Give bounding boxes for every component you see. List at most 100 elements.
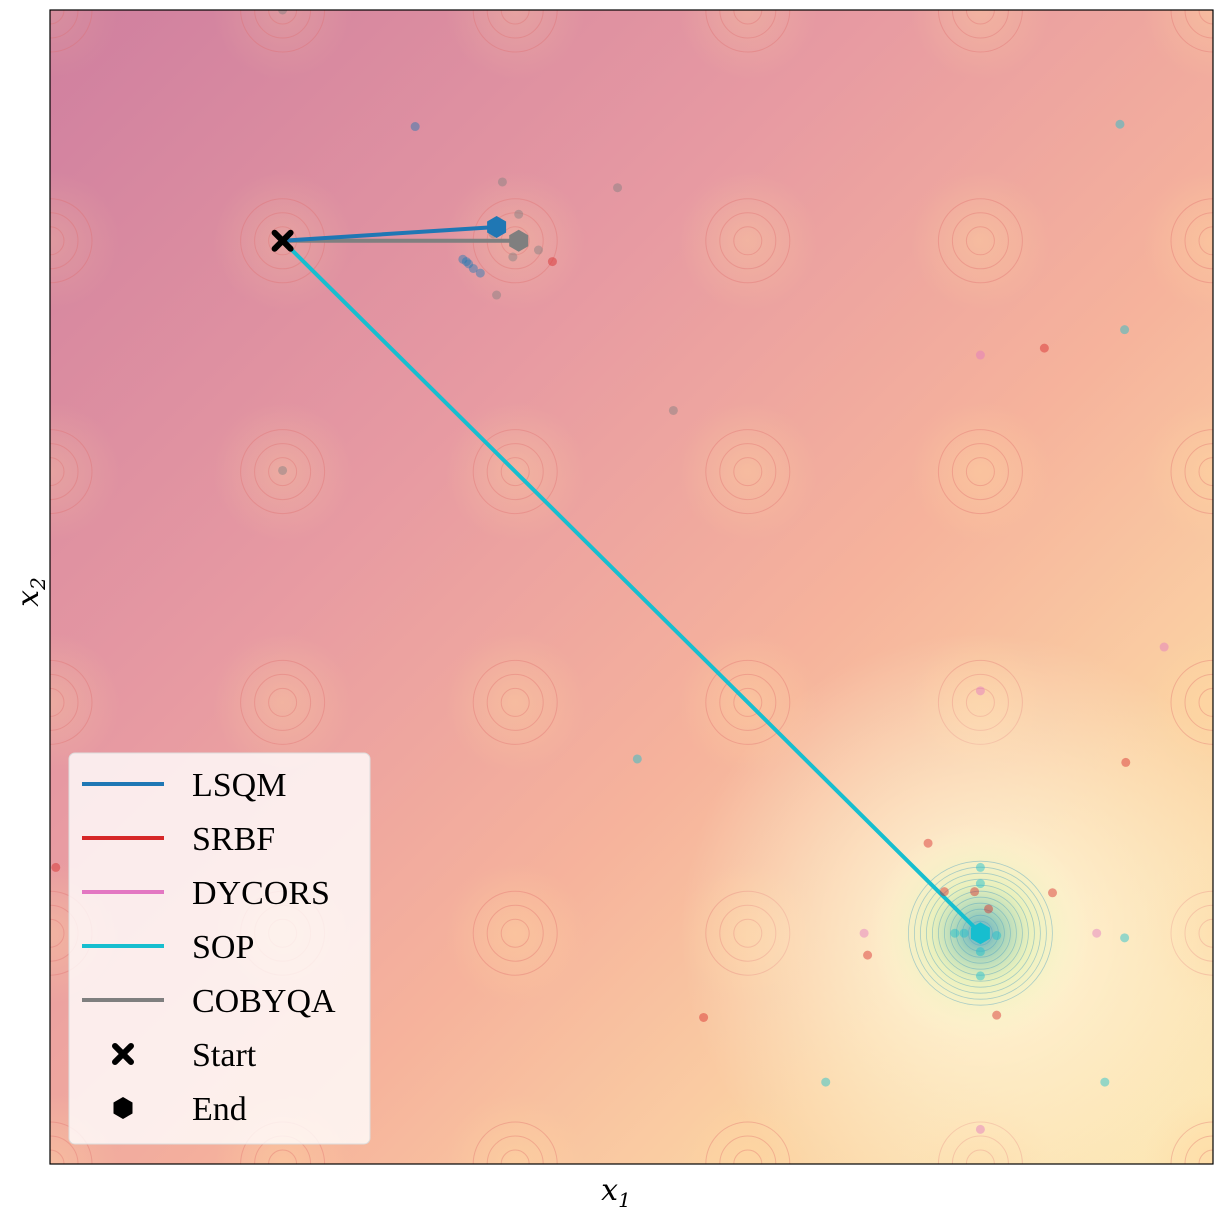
contour-line	[1198, 226, 1213, 256]
sample-point-dycors	[975, 1124, 985, 1134]
end-marker-lsqm	[487, 216, 507, 238]
contour-line	[719, 443, 777, 501]
sample-point-sop	[950, 928, 960, 938]
sample-point-cobyqa	[492, 290, 502, 300]
contour-bump	[212, 401, 353, 542]
contour-line	[472, 890, 558, 976]
contour-bump	[445, 1094, 586, 1164]
contour-bump	[1143, 170, 1213, 311]
contour-line	[486, 10, 544, 39]
sample-point-cobyqa	[613, 183, 623, 193]
contour-line	[937, 429, 1023, 515]
minimum-contour-line	[944, 896, 1017, 970]
sample-point-dycors	[975, 686, 985, 696]
contour-line	[965, 226, 995, 256]
contour-bump	[677, 401, 818, 542]
sample-point-lsqm	[475, 268, 485, 278]
contour-bump	[212, 10, 353, 80]
contour-line	[719, 10, 777, 39]
contour-line	[951, 443, 1009, 501]
contour-line	[705, 10, 791, 53]
contour-line	[733, 687, 763, 717]
contour-line	[1170, 429, 1213, 515]
sample-point-cobyqa	[668, 405, 678, 415]
legend-label-srbf: SRBF	[192, 821, 275, 858]
minimum-contour-line	[950, 902, 1011, 964]
x-axis-label: x1	[601, 1173, 631, 1212]
y-axis-label-sub: 2	[26, 577, 50, 591]
start-marker	[271, 229, 294, 252]
sample-point-cobyqa	[278, 465, 288, 475]
sample-point-lsqm	[464, 259, 474, 269]
legend-label-sop: SOP	[192, 929, 254, 966]
y-axis-label-main: x	[11, 590, 46, 607]
contour-line	[937, 10, 1023, 53]
minimum-contour-line	[938, 890, 1023, 976]
sample-point-cobyqa	[278, 10, 288, 15]
minimum-contour-line	[962, 914, 999, 952]
contour-line	[50, 457, 65, 487]
sample-point-srbf	[923, 838, 933, 848]
contour-line	[951, 212, 1009, 270]
contour-line	[472, 1121, 558, 1164]
sample-point-lsqm	[461, 257, 471, 267]
legend-label-dycors: DYCORS	[192, 875, 330, 912]
x-axis-label-sub: 1	[618, 1188, 631, 1212]
contour-line	[1184, 443, 1213, 501]
y-axis-label: x2	[11, 577, 50, 607]
contour-line	[50, 198, 93, 284]
contour-line	[240, 10, 326, 53]
end-marker-cobyqa	[509, 229, 529, 252]
sample-point-lsqm	[458, 254, 468, 264]
contour-line	[1184, 673, 1213, 731]
contour-bump	[445, 10, 586, 80]
sample-point-dycors	[1159, 642, 1169, 652]
sample-point-srbf	[51, 862, 61, 872]
contour-line	[500, 10, 530, 25]
sample-point-srbf	[1048, 888, 1058, 898]
contour-line	[1198, 457, 1213, 487]
contour-bump	[910, 170, 1051, 311]
contour-line	[268, 1149, 298, 1164]
contour-line	[50, 226, 65, 256]
legend-label-cobyqa: COBYQA	[192, 983, 336, 1020]
sample-points	[51, 10, 1169, 1134]
contour-line	[1198, 687, 1213, 717]
sample-point-dycors	[1092, 928, 1102, 938]
minimum-contour-line	[932, 884, 1029, 982]
contour-bump	[910, 10, 1051, 80]
contour-line	[50, 443, 79, 501]
contour-line	[254, 10, 312, 39]
contour-line	[500, 457, 530, 487]
minimum-contour-line	[908, 860, 1053, 1006]
end-markers	[487, 216, 990, 945]
legend-end-hexagon-icon	[113, 1097, 133, 1119]
contour-bump	[50, 632, 120, 773]
contour-line	[951, 10, 1009, 39]
contour-line	[472, 659, 558, 745]
contour-bump	[677, 170, 818, 311]
minimum-contour-line	[968, 920, 993, 946]
sample-point-sop	[975, 862, 985, 872]
contour-line	[254, 443, 312, 501]
sample-point-sop	[975, 947, 985, 957]
legend-label-end: End	[192, 1091, 247, 1128]
sample-point-sop	[821, 1077, 831, 1087]
contour-line	[50, 212, 79, 270]
contour-line	[733, 226, 763, 256]
end-marker-sop	[970, 922, 990, 945]
contour-line	[733, 457, 763, 487]
x-stroke	[271, 229, 294, 252]
contour-line	[268, 457, 298, 487]
contour-bump	[1143, 401, 1213, 542]
sample-point-srbf	[970, 887, 980, 897]
contour-line	[733, 1149, 763, 1164]
legend-start-x-icon	[112, 1043, 134, 1065]
contour-line	[50, 918, 65, 948]
x-axis-label-main: x	[601, 1173, 618, 1208]
sample-point-sop	[975, 971, 985, 981]
sample-point-srbf	[863, 950, 873, 960]
contour-line	[50, 659, 93, 745]
contour-line	[486, 443, 544, 501]
